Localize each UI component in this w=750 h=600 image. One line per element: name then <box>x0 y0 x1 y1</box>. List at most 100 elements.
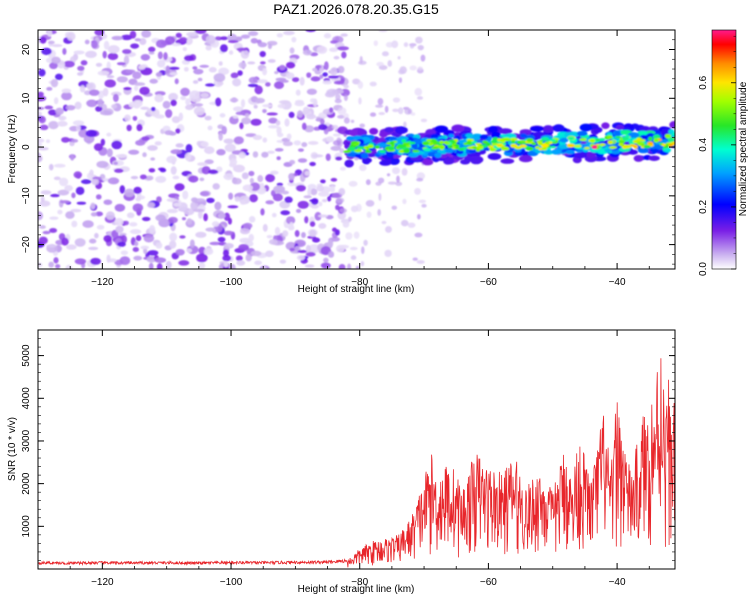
spectrogram-signal-blob <box>661 128 671 135</box>
spectrogram-signal-blob <box>354 148 362 153</box>
spectrogram-noise-blob <box>169 232 178 242</box>
spectrogram-noise-blob <box>51 43 63 48</box>
spectrogram-noise-blob <box>121 34 133 41</box>
y-tick-label: −20 <box>21 236 32 253</box>
spectrogram-noise-blob <box>315 65 322 69</box>
spectrogram-noise-blob <box>316 185 325 192</box>
spectrogram-noise-blob <box>180 87 190 97</box>
spectrogram-signal-blob <box>621 137 629 141</box>
spectrogram-noise-blob <box>159 168 167 173</box>
spectrogram-noise-blob <box>330 40 339 44</box>
spectrogram-signal-blob <box>430 133 439 140</box>
spectrogram-signal-blob <box>445 157 455 165</box>
spectrogram-noise-blob <box>116 76 128 83</box>
spectrogram-noise-blob <box>219 44 228 53</box>
spectrogram-noise-blob <box>303 195 312 199</box>
spectrogram-signal-blob <box>586 151 596 159</box>
spectrogram-noise-blob <box>155 175 167 183</box>
spectrogram-noise-blob <box>195 30 207 34</box>
spectrogram-noise-blob <box>293 140 302 146</box>
spectrogram-signal-blob <box>661 143 666 147</box>
spectrogram-noise-blob <box>305 251 316 257</box>
spectrogram-noise-blob <box>335 204 340 211</box>
spectrogram-noise-blob <box>240 200 247 205</box>
spectrogram-noise-blob <box>267 43 273 50</box>
spectrogram-noise-blob <box>296 255 306 261</box>
spectrogram-noise-blob <box>335 197 345 204</box>
x-tick-label: −100 <box>220 577 243 588</box>
spectrogram-noise-blob <box>38 262 43 268</box>
spectrogram-noise-blob <box>227 40 239 44</box>
spectrogram-noise-blob <box>403 42 409 48</box>
spectrogram-signal-blob <box>369 127 379 135</box>
spectrogram-signal-blob <box>431 146 439 150</box>
spectrogram-noise-blob <box>106 75 115 79</box>
spectrogram-noise-blob <box>265 250 274 258</box>
spectrogram-noise-blob <box>76 124 81 132</box>
spectrogram-noise-blob <box>278 100 291 104</box>
spectrogram-signal-blob <box>636 141 644 146</box>
spectrogram-noise-blob <box>335 244 345 253</box>
spectrogram-signal-blob <box>472 133 483 138</box>
spectrogram-noise-blob <box>309 221 316 227</box>
spectrogram-signal-blob <box>404 148 411 153</box>
colorbar-tick-label: 0.0 <box>698 262 709 276</box>
spectrogram-noise-blob <box>38 138 45 143</box>
spectrogram-noise-blob <box>414 187 421 195</box>
spectrogram-noise-blob <box>76 201 87 205</box>
spectrogram-noise-blob <box>285 216 296 225</box>
spectrogram-noise-blob <box>262 109 267 114</box>
spectrogram-noise-blob <box>268 124 279 129</box>
y-tick-label: 0 <box>21 144 32 150</box>
spectrogram-noise-blob <box>365 179 371 186</box>
spectrogram-signal-blob <box>423 147 431 152</box>
spectrogram-noise-blob <box>38 68 46 77</box>
spectrogram-noise-blob <box>112 93 119 103</box>
spectrogram-noise-blob <box>309 161 316 167</box>
spectrogram-noise-blob <box>334 98 342 104</box>
spectrogram-signal-blob <box>362 156 371 165</box>
spectrogram-noise-blob <box>40 190 52 195</box>
spectrogram-noise-blob <box>86 83 94 89</box>
spectrogram-noise-blob <box>123 55 130 65</box>
spectrogram-noise-blob <box>132 115 138 121</box>
spectrogram-noise-blob <box>164 130 174 136</box>
spectrogram-noise-blob <box>227 217 232 225</box>
spectrogram-signal-blob <box>509 137 518 142</box>
spectrogram-noise-blob <box>229 97 239 103</box>
spectrogram-signal-blob <box>447 144 453 149</box>
spectrogram-noise-blob <box>165 65 170 74</box>
spectrogram-noise-blob <box>323 257 329 263</box>
spectrogram-noise-blob <box>104 79 116 88</box>
spectrogram-noise-blob <box>171 43 181 47</box>
spectrogram-noise-blob <box>305 113 316 120</box>
spectrogram-noise-blob <box>236 47 248 51</box>
spectrogram-noise-blob <box>47 40 55 45</box>
y-tick-label: 4000 <box>21 387 32 410</box>
spectrogram-noise-blob <box>333 80 345 85</box>
spectrogram-signal-blob <box>401 138 407 143</box>
spectrogram-signal-blob <box>427 151 437 157</box>
spectrogram-noise-blob <box>75 186 85 196</box>
spectrogram-noise-blob <box>146 202 156 208</box>
spectrogram-noise-blob <box>252 134 263 140</box>
spectrogram-noise-blob <box>189 239 195 249</box>
spectrogram-noise-blob <box>133 186 142 194</box>
spectrogram-noise-blob <box>200 141 209 148</box>
spectrogram-noise-blob <box>84 39 90 45</box>
spectrogram-noise-blob <box>205 45 212 51</box>
x-tick-label: −80 <box>351 277 368 288</box>
spectrogram-signal-blob <box>367 144 374 149</box>
spectrogram-signal-blob <box>458 147 465 151</box>
spectrogram-noise-blob <box>205 35 216 45</box>
spectrogram-signal-blob <box>668 137 674 142</box>
spectrogram-noise-blob <box>46 244 57 248</box>
spectrogram-noise-blob <box>64 185 73 192</box>
spectrogram-noise-blob <box>124 114 131 122</box>
spectrogram-noise-blob <box>248 215 256 223</box>
spectrogram-signal-blob <box>455 146 460 150</box>
spectrogram-noise-blob <box>288 173 295 181</box>
spectrogram-noise-blob <box>61 136 70 143</box>
spectrogram-signal-blob <box>648 136 653 141</box>
